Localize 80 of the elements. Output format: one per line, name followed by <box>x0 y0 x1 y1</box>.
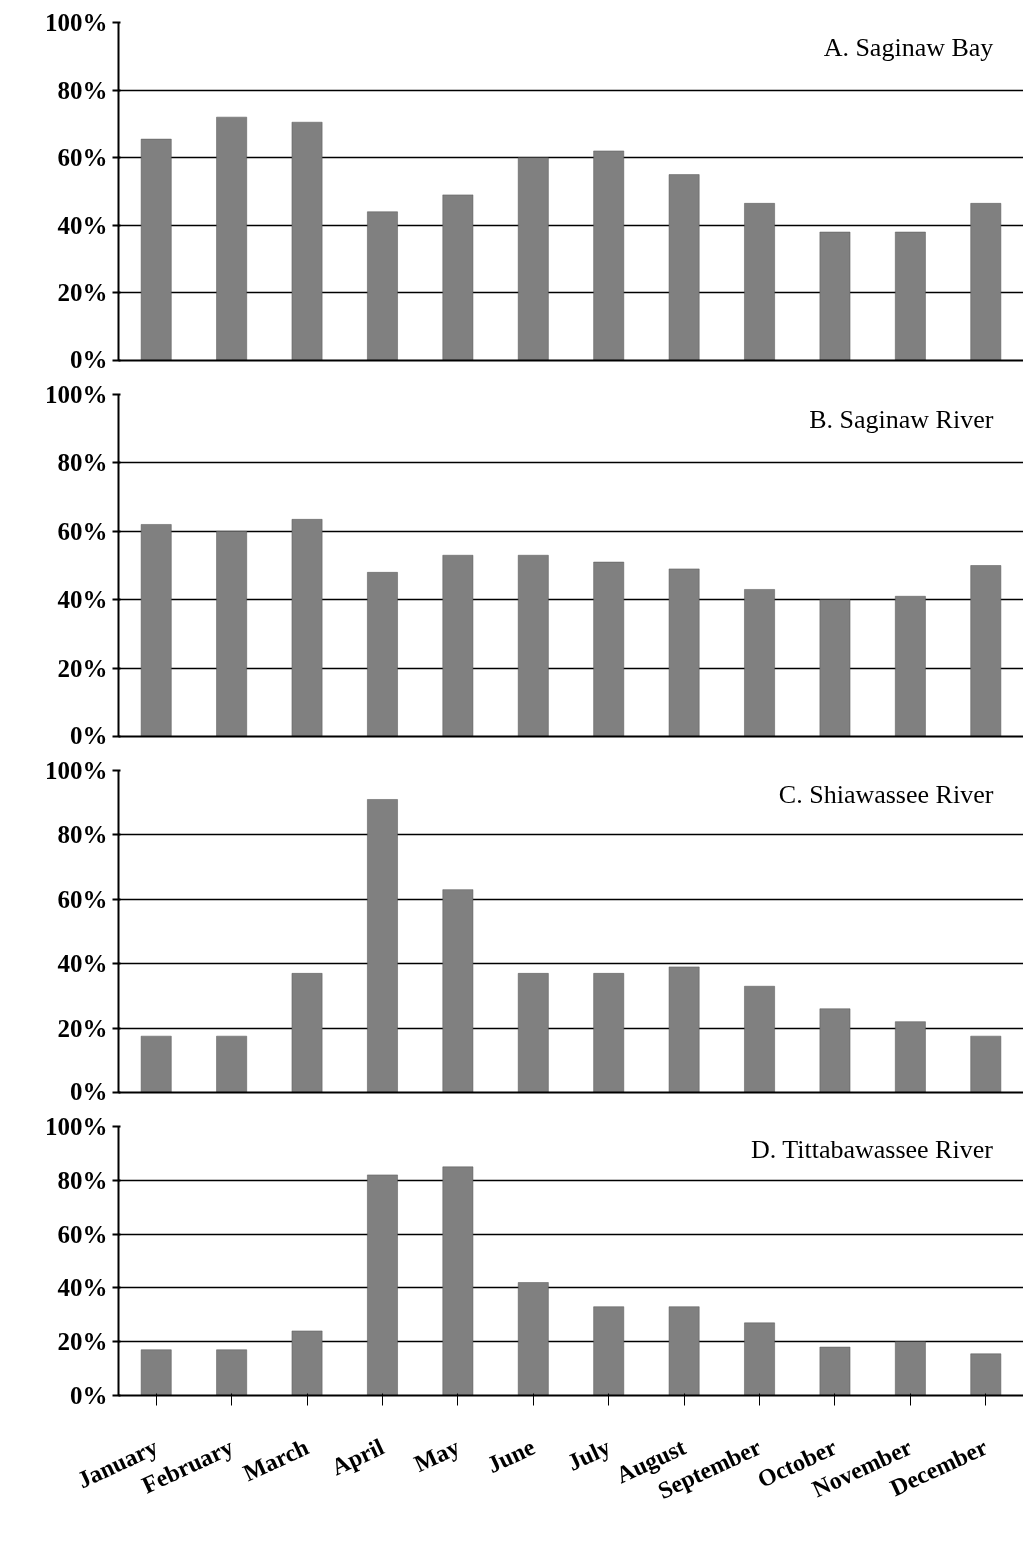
bar <box>367 799 398 1093</box>
bar <box>442 1166 474 1396</box>
bar <box>819 1008 851 1093</box>
bar <box>517 157 549 361</box>
y-tick-label: 60% <box>57 144 108 172</box>
x-tick-label: April <box>327 1433 389 1481</box>
y-tick-label: 0% <box>70 1077 108 1105</box>
chart-title: D. Tittabawassee River <box>750 1134 994 1164</box>
bar <box>517 1282 549 1396</box>
y-tick-label: 80% <box>57 1166 108 1194</box>
bar <box>367 572 398 737</box>
bar <box>668 1306 700 1396</box>
y-tick-label: 60% <box>57 885 108 913</box>
bar <box>291 973 323 1093</box>
bar <box>291 1330 323 1396</box>
bar <box>442 889 474 1093</box>
y-tick-label: 100% <box>45 9 108 36</box>
bar <box>744 203 775 361</box>
bar <box>819 231 851 361</box>
bar <box>517 973 549 1093</box>
bar <box>216 531 247 737</box>
bar <box>668 966 700 1093</box>
bar <box>140 1035 172 1093</box>
x-tick-label: May <box>410 1433 464 1477</box>
y-tick-label: 40% <box>57 211 108 239</box>
y-tick-label: 20% <box>57 1014 108 1042</box>
y-tick-label: 60% <box>57 1220 108 1248</box>
bar <box>744 589 775 737</box>
chart-title: A. Saginaw Bay <box>823 32 994 62</box>
x-tick-label: June <box>483 1433 540 1479</box>
bar <box>216 1035 247 1093</box>
y-tick-label: 20% <box>57 654 108 682</box>
bar <box>517 554 549 737</box>
y-tick-label: 40% <box>57 586 108 614</box>
y-tick-label: 80% <box>57 821 108 849</box>
bar <box>668 174 700 361</box>
bar <box>819 599 851 737</box>
bar <box>140 524 172 737</box>
chart-title: C. Shiawassee River <box>778 780 994 810</box>
bar <box>970 1353 1002 1396</box>
bar <box>593 1306 625 1396</box>
bar <box>442 554 474 737</box>
bar <box>895 1341 926 1396</box>
y-tick-label: 40% <box>57 1274 108 1302</box>
y-tick-label: 0% <box>70 1382 108 1409</box>
y-tick-label: 20% <box>57 279 108 307</box>
bar <box>819 1346 851 1396</box>
bar <box>744 1322 775 1396</box>
bar <box>895 231 926 361</box>
y-tick-label: 80% <box>57 449 108 477</box>
chart-title: B. Saginaw River <box>809 404 994 434</box>
y-tick-label: 0% <box>70 721 108 749</box>
bar <box>593 973 625 1093</box>
bar <box>140 1349 172 1396</box>
bar <box>140 138 172 361</box>
bar <box>895 1021 926 1093</box>
y-tick-label: 80% <box>57 76 108 104</box>
bar <box>744 985 775 1093</box>
y-tick-label: 0% <box>70 345 108 373</box>
bar <box>593 561 625 737</box>
bar <box>367 211 398 361</box>
bar <box>291 519 323 737</box>
x-tick-label: July <box>563 1433 615 1476</box>
bar <box>291 121 323 361</box>
bar <box>593 150 625 361</box>
bar <box>216 1349 247 1396</box>
y-tick-label: 100% <box>45 1113 108 1140</box>
y-tick-label: 60% <box>57 517 108 545</box>
bar <box>970 565 1002 737</box>
bar <box>895 596 926 737</box>
y-tick-label: 100% <box>45 757 108 784</box>
bar <box>970 203 1002 361</box>
y-tick-label: 20% <box>57 1328 108 1356</box>
bar <box>367 1174 398 1396</box>
bar <box>970 1035 1002 1093</box>
bar <box>216 116 247 361</box>
bar <box>442 194 474 361</box>
bar <box>668 568 700 737</box>
y-tick-label: 40% <box>57 950 108 978</box>
y-tick-label: 100% <box>45 381 108 408</box>
